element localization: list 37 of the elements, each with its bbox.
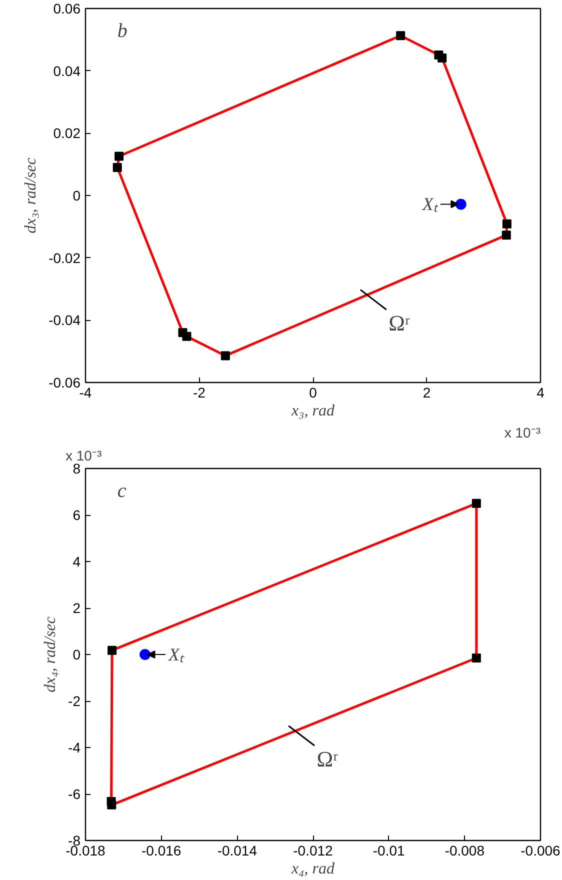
y-tick-label: -4 bbox=[68, 740, 81, 756]
x-axis-title: x₃, rad bbox=[290, 402, 336, 420]
series-label: Xₜ bbox=[421, 194, 438, 214]
x-tick-label: -0.006 bbox=[520, 842, 561, 858]
x-tick-label: -0.016 bbox=[141, 842, 182, 858]
y-tick-label: 2 bbox=[72, 600, 81, 616]
x-tick-label: -0.008 bbox=[444, 842, 485, 858]
text: x 10⁻³ bbox=[66, 448, 102, 464]
y-tick-label: -0.04 bbox=[48, 312, 81, 328]
y-tick-label: 0.06 bbox=[53, 0, 81, 16]
x-axis-title: x₄, rad bbox=[290, 860, 336, 878]
y-tick-label: 4 bbox=[72, 554, 81, 570]
y-tick-label: 0 bbox=[72, 646, 81, 662]
x-tick-label: -0.014 bbox=[217, 842, 258, 858]
y-tick-label: 0 bbox=[72, 188, 81, 204]
y-tick-label: -2 bbox=[68, 693, 81, 709]
y-tick-label: -6 bbox=[68, 786, 81, 802]
x-tick-label: -0.012 bbox=[293, 842, 334, 858]
x-tick-label: 4 bbox=[536, 384, 545, 400]
annotation: Ωʳ bbox=[316, 746, 338, 772]
y-tick-label: -0.06 bbox=[48, 374, 81, 390]
y-tick-label: 6 bbox=[72, 507, 81, 523]
series-label: Xₜ bbox=[168, 644, 184, 664]
x-tick-label: -2 bbox=[193, 384, 206, 400]
x-tick-label: 2 bbox=[422, 384, 431, 400]
y-axis-title: dx₃, rad/sec bbox=[22, 158, 40, 234]
y-axis-title: dx₄, rad/sec bbox=[42, 616, 60, 692]
annotation: Ωʳ bbox=[388, 310, 410, 336]
y-tick-label: 0.04 bbox=[53, 62, 81, 79]
x-tick-label: -0.01 bbox=[372, 842, 405, 858]
annotation: b bbox=[117, 20, 128, 42]
annotation: c bbox=[117, 480, 126, 502]
x-tick-label: 0 bbox=[309, 384, 318, 400]
y-tick-label: 8 bbox=[72, 460, 81, 476]
y-tick-label: -0.02 bbox=[48, 250, 81, 266]
y-tick-label: 0.02 bbox=[53, 125, 81, 142]
text: x 10⁻³ bbox=[504, 424, 541, 440]
